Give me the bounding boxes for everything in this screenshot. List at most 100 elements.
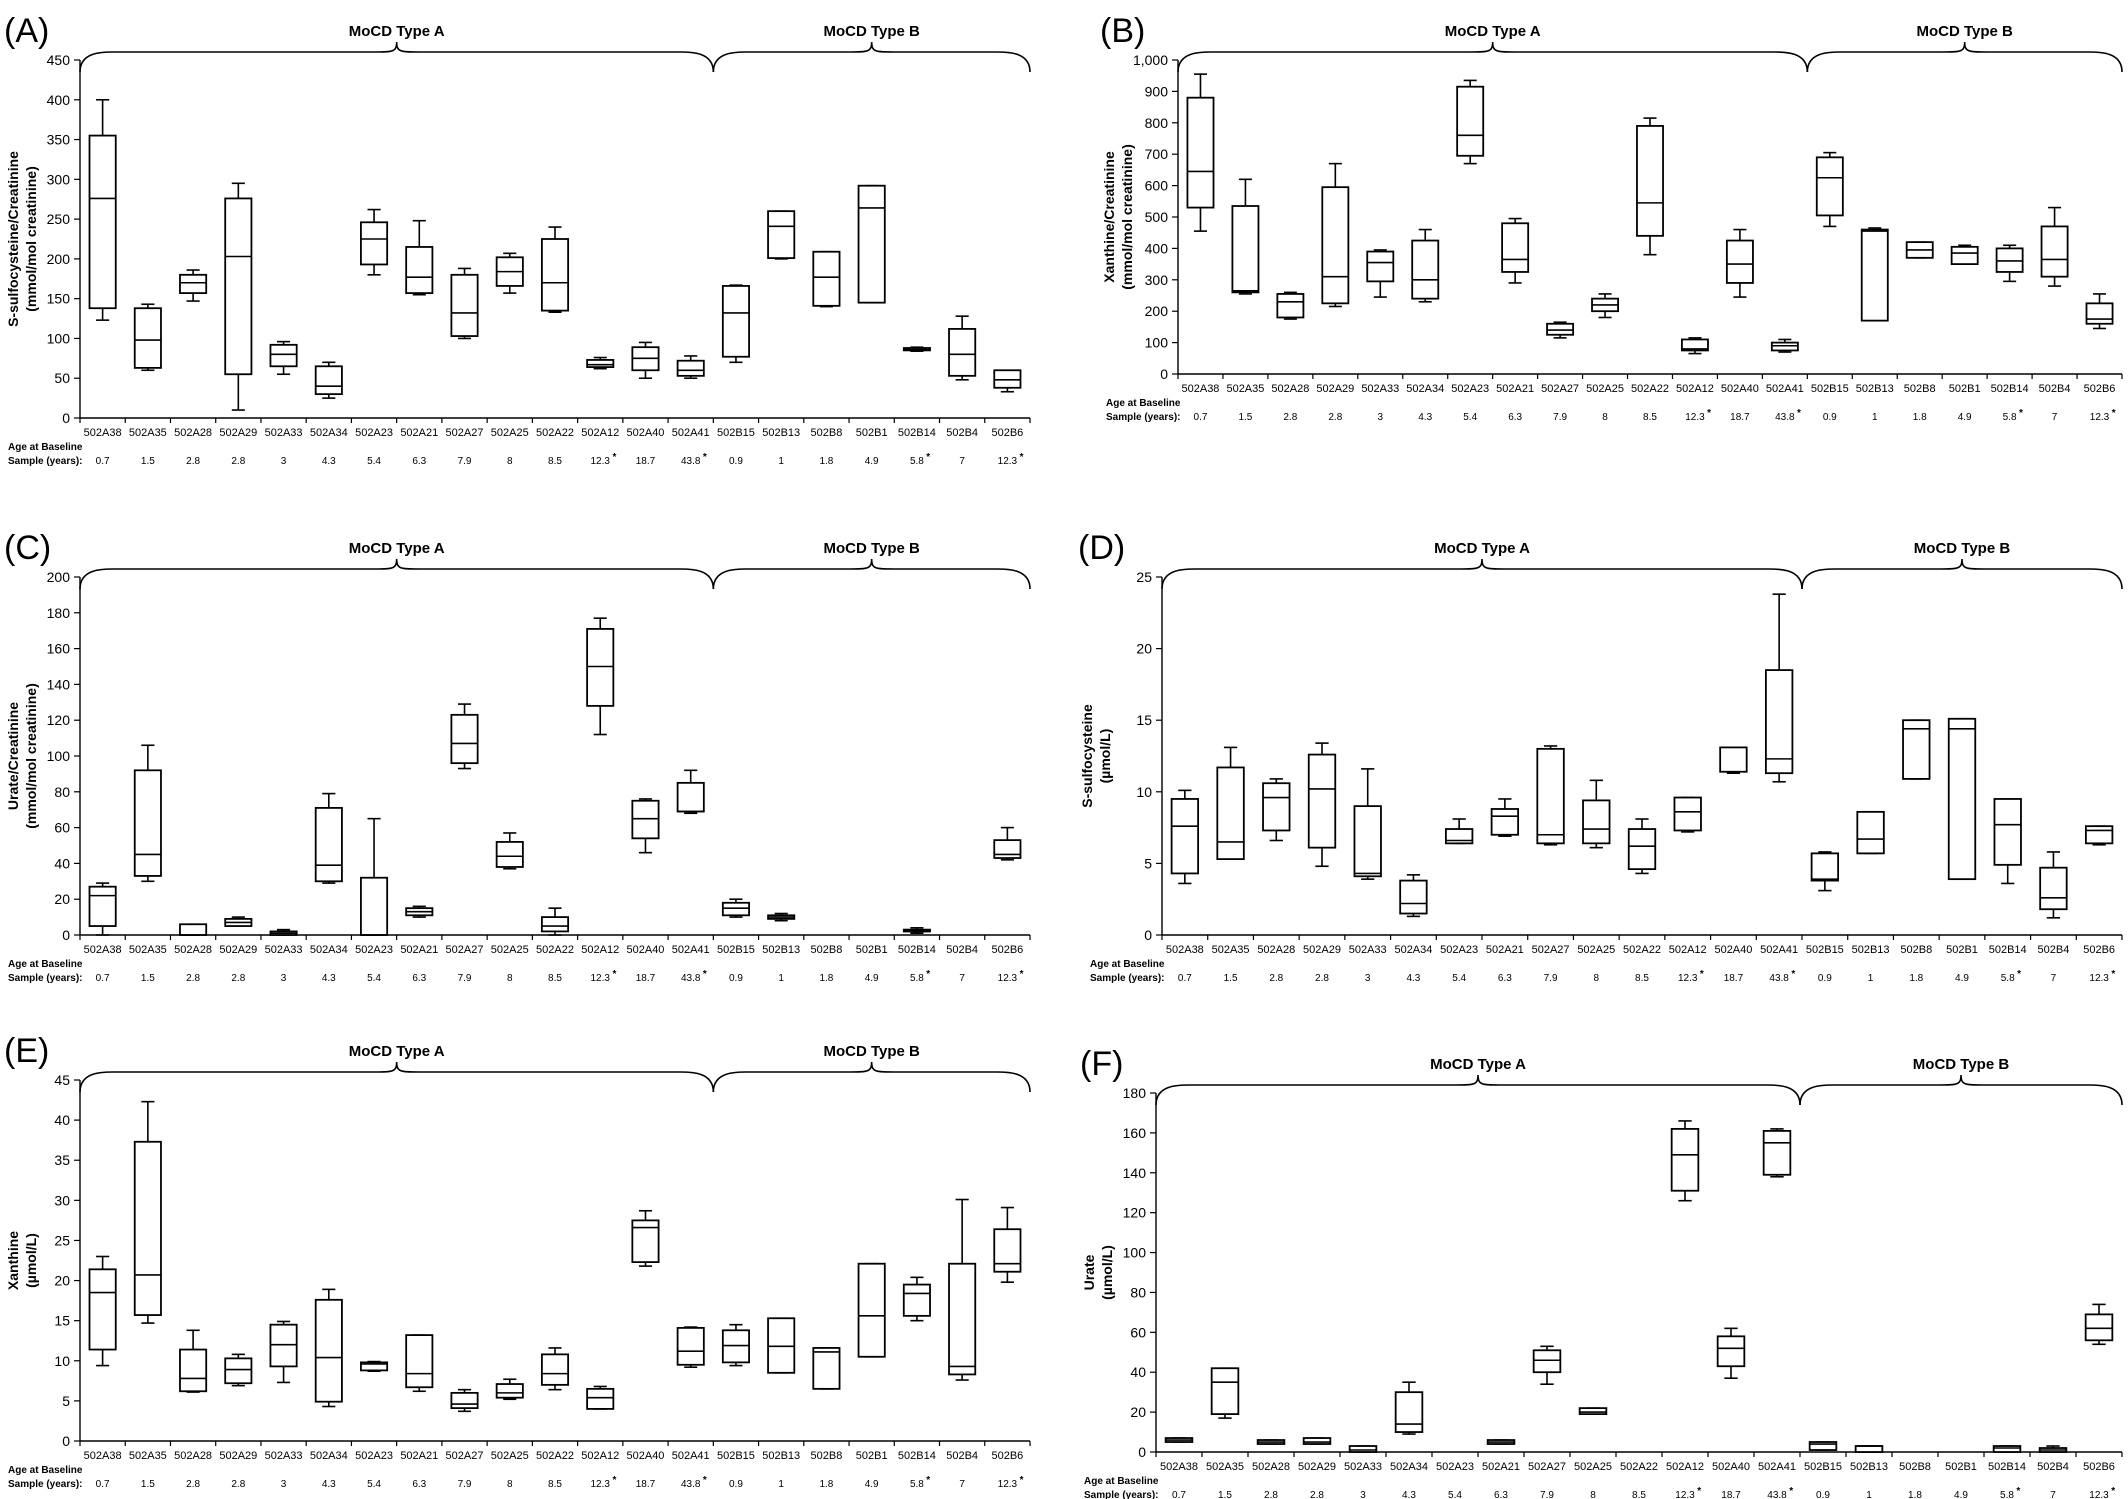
age-value: 8.5 — [1643, 412, 1657, 423]
x-tick-label: 502A41 — [1758, 1461, 1796, 1473]
y-tick-label: 150 — [47, 291, 71, 307]
y-axis-label: Xanthine/Creatinine — [1101, 151, 1117, 283]
box-iqr — [1501, 222, 1530, 273]
age-asterisk: * — [2112, 408, 2116, 419]
age-value: 0.9 — [1823, 412, 1837, 423]
box-plot — [857, 1262, 886, 1358]
box-plot — [360, 1360, 389, 1373]
box-plot — [405, 905, 434, 918]
box-plot — [450, 703, 479, 770]
age-asterisk: * — [2016, 1486, 2020, 1497]
x-tick-label: 502A12 — [581, 1450, 619, 1462]
age-value: 18.7 — [636, 456, 656, 467]
age-value: 2.8 — [186, 1479, 200, 1490]
y-tick-label: 0 — [62, 410, 70, 426]
panel-letter: (E) — [4, 1032, 49, 1070]
box-iqr — [1764, 669, 1794, 775]
box-plot — [1444, 818, 1474, 845]
box-plot — [1856, 810, 1885, 855]
box-iqr — [2084, 825, 2114, 845]
age-value: 5.4 — [1463, 412, 1477, 423]
age-value: 6.3 — [412, 456, 426, 467]
age-value: 18.7 — [1724, 973, 1744, 984]
box-plot — [586, 617, 615, 736]
x-tick-label: 502A12 — [581, 427, 619, 439]
box-iqr — [812, 250, 841, 307]
y-axis-label: S-sulfocysteine — [1079, 704, 1095, 808]
box-plot — [1546, 321, 1575, 339]
box-iqr — [1725, 239, 1754, 284]
box-plot — [1456, 79, 1485, 165]
x-tick-label: 502B15 — [1811, 383, 1849, 395]
y-axis-label: Xanthine — [5, 1231, 21, 1290]
age-value: 2.8 — [1283, 412, 1297, 423]
x-tick-label: 502A27 — [1532, 944, 1570, 956]
panel-letter: (F) — [1080, 1045, 1123, 1083]
x-tick-label: 502A12 — [1666, 1461, 1704, 1473]
x-tick-label: 502A34 — [1406, 383, 1444, 395]
box-plot — [179, 269, 208, 302]
age-value: 1.8 — [1909, 973, 1923, 984]
box-iqr — [495, 1383, 524, 1399]
x-tick-label: 502A25 — [1577, 944, 1615, 956]
x-tick-label: 502A38 — [84, 427, 122, 439]
x-tick-label: 502B6 — [991, 1450, 1023, 1462]
age-value: 4.9 — [1958, 412, 1972, 423]
box-iqr — [767, 1317, 796, 1374]
box-plot — [2040, 206, 2069, 287]
box-iqr — [676, 1326, 705, 1366]
box-plot — [1673, 796, 1702, 833]
y-tick-label: 180 — [47, 605, 71, 621]
age-value: 12.3 — [2089, 973, 2109, 984]
y-tick-label: 100 — [47, 330, 71, 346]
age-asterisk: * — [2017, 969, 2021, 980]
box-iqr — [133, 769, 162, 877]
box-iqr — [1210, 1367, 1240, 1416]
box-iqr — [540, 1353, 570, 1386]
age-value: 2.8 — [186, 973, 200, 984]
box-iqr — [224, 197, 253, 376]
box-iqr — [405, 246, 434, 294]
x-tick-label: 502A22 — [1631, 383, 1669, 395]
age-value: 12.3 — [591, 973, 611, 984]
box-iqr — [1902, 719, 1931, 780]
box-plot — [133, 744, 162, 883]
x-tick-label: 502A23 — [355, 1450, 393, 1462]
box-plot — [1860, 227, 1889, 322]
type-a-brace — [79, 41, 715, 73]
box-plot — [1164, 1437, 1194, 1443]
x-tick-label: 502A21 — [1486, 944, 1524, 956]
box-plot — [1307, 742, 1337, 868]
age-value: 8.5 — [548, 973, 562, 984]
box-plot — [1348, 1445, 1378, 1453]
x-tick-label: 502B13 — [1852, 944, 1890, 956]
x-tick-label: 502A33 — [265, 944, 303, 956]
age-value: 3 — [1378, 412, 1384, 423]
age-value: 5.8 — [910, 456, 924, 467]
box-plot — [1902, 719, 1931, 780]
age-value: 1.8 — [819, 456, 833, 467]
age-value: 8.5 — [1635, 973, 1649, 984]
box-iqr — [948, 327, 977, 377]
box-plot — [631, 798, 660, 854]
age-value: 12.3 — [591, 1479, 611, 1490]
x-tick-label: 502B1 — [1945, 1461, 1977, 1473]
age-asterisk: * — [2111, 1486, 2115, 1497]
box-plot — [812, 1347, 841, 1390]
x-tick-label: 502A35 — [129, 427, 167, 439]
x-tick-label: 502B4 — [946, 427, 978, 439]
y-tick-label: 5 — [1144, 855, 1152, 871]
age-value: 6.3 — [412, 1479, 426, 1490]
box-iqr — [1532, 1349, 1562, 1374]
box-iqr — [2085, 302, 2114, 325]
age-value: 1.5 — [1218, 1490, 1232, 1499]
box-plot — [405, 1334, 434, 1393]
x-tick-label: 502A41 — [1760, 944, 1798, 956]
box-iqr — [1808, 1441, 1838, 1451]
box-iqr — [179, 923, 208, 936]
x-tick-label: 502B15 — [717, 1450, 755, 1462]
age-value: 2.8 — [231, 456, 245, 467]
age-value: 2.8 — [1269, 973, 1283, 984]
age-value: 5.8 — [2003, 412, 2017, 423]
